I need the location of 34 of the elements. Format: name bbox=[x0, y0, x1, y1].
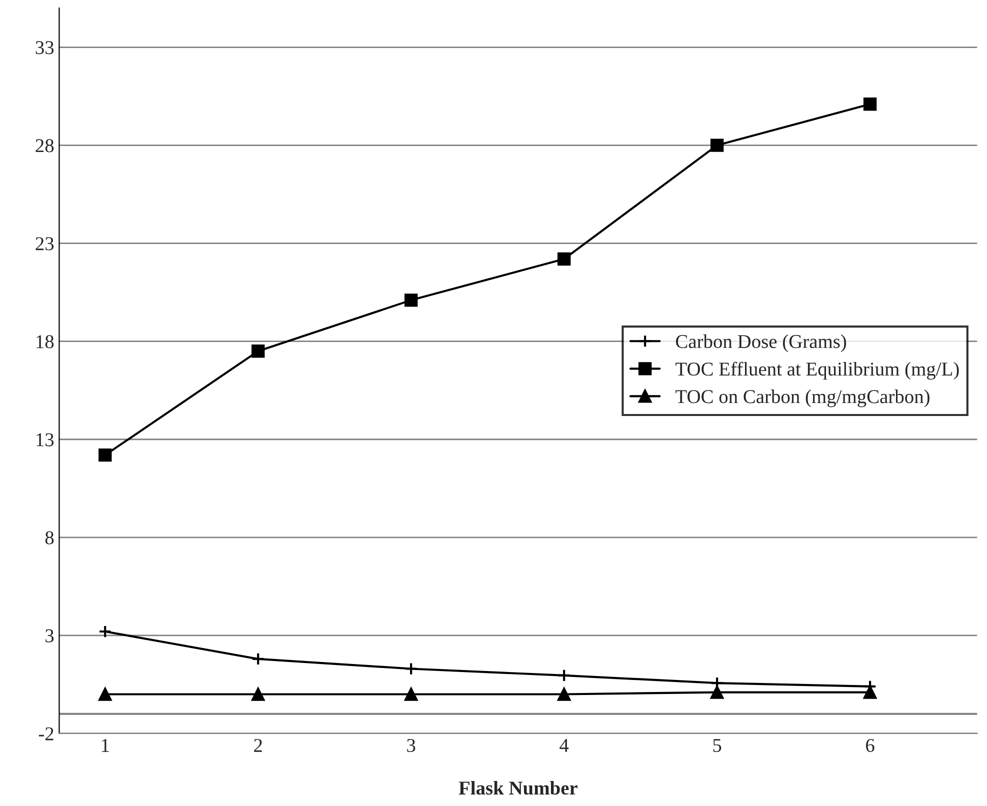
point bbox=[404, 688, 418, 701]
point bbox=[863, 98, 877, 111]
point bbox=[404, 662, 418, 676]
point bbox=[252, 652, 265, 666]
point bbox=[98, 448, 112, 462]
y-tick-label: 33 bbox=[36, 41, 54, 54]
x-tick-label: 4 bbox=[560, 739, 569, 752]
x-tick-label: 5 bbox=[713, 739, 722, 752]
legend-label: TOC Effluent at Equilibrium (mg/L) bbox=[676, 362, 959, 380]
x-tick-label: 3 bbox=[407, 738, 416, 752]
point bbox=[98, 624, 112, 638]
y-tick-label: 18 bbox=[36, 335, 54, 348]
y-tick-label: 28 bbox=[36, 139, 54, 152]
x-axis-title: Flask Number bbox=[458, 780, 578, 795]
point bbox=[252, 688, 265, 701]
y-tick-label: 3 bbox=[46, 629, 54, 642]
point bbox=[863, 686, 877, 699]
x-tick-label: 6 bbox=[866, 738, 874, 752]
point bbox=[557, 252, 571, 266]
legend-label: Carbon Dose (Grams) bbox=[676, 334, 846, 352]
y-tick-label: 23 bbox=[36, 237, 54, 250]
y-tick-label: 8 bbox=[45, 531, 54, 544]
point bbox=[557, 688, 571, 701]
y-tick-label: 13 bbox=[36, 433, 54, 446]
legend-label: TOC on Carbon (mg/mgCarbon) bbox=[676, 390, 930, 408]
point bbox=[98, 688, 112, 701]
y-tick-label: -2 bbox=[38, 727, 54, 740]
x-tick-label: 2 bbox=[254, 738, 262, 752]
point bbox=[404, 294, 418, 307]
point bbox=[252, 344, 265, 358]
point bbox=[557, 668, 571, 682]
point bbox=[710, 138, 724, 152]
point bbox=[710, 686, 724, 699]
x-tick-label: 1 bbox=[102, 738, 109, 752]
